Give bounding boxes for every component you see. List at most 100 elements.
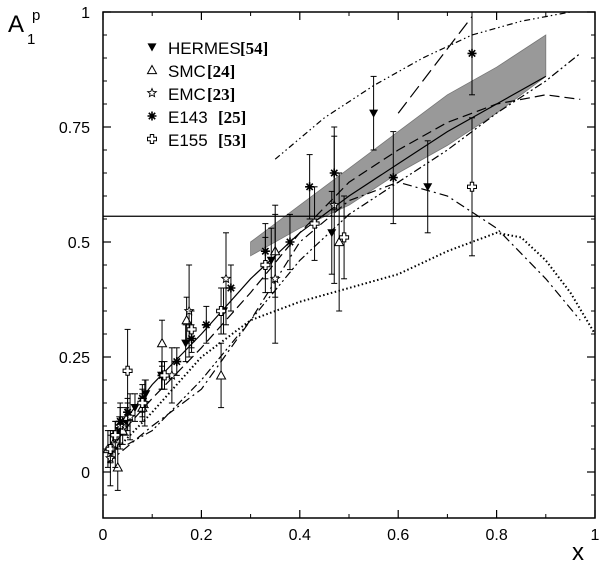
marker-e155 — [339, 232, 350, 243]
marker-e155 — [159, 370, 170, 381]
data-points — [102, 11, 477, 491]
x-tick-label: 1 — [591, 527, 600, 544]
marker-e143 — [201, 320, 211, 330]
data-point — [266, 227, 276, 294]
marker-e155 — [309, 218, 320, 229]
marker-e143 — [115, 416, 125, 426]
x-tick-label: 0.6 — [387, 527, 409, 544]
data-point — [226, 264, 236, 312]
marker-emc — [269, 273, 281, 284]
legend-label: E155 — [168, 131, 208, 150]
y-axis-title-sup: p — [32, 7, 40, 24]
legend: HERMES [54]SMC [24]EMC [23]E143 [25]E155 [53] — [146, 39, 268, 150]
y-tick-label: 0.25 — [59, 350, 90, 367]
model-curve-dash-dot-dot-sparse — [274, 11, 571, 160]
data-point — [156, 319, 168, 367]
marker-smc — [333, 236, 345, 247]
data-point — [159, 361, 170, 390]
marker-e155 — [186, 324, 197, 335]
legend-ref: [25] — [218, 108, 246, 127]
marker-e143 — [285, 237, 295, 247]
data-point — [216, 287, 227, 335]
legend-ref: [23] — [207, 85, 235, 104]
y-tick-label: 0.5 — [68, 235, 90, 252]
marker-hermes — [369, 109, 379, 118]
data-point — [137, 388, 148, 418]
x-tick-label: 0.4 — [289, 527, 311, 544]
model-curve-dash-dot-dot — [127, 52, 581, 445]
legend-label: E143 — [168, 108, 208, 127]
data-point — [339, 195, 350, 280]
axes: 0 0.2 0.4 0.6 0.8 1 0 0.25 0.5 0.75 1 — [59, 5, 600, 544]
marker-e155 — [137, 398, 148, 408]
marker-emc — [220, 273, 232, 284]
legend-item-hermes: HERMES [54] — [147, 39, 268, 58]
marker-e143 — [305, 182, 315, 192]
y-tick-label: 0 — [81, 465, 90, 482]
data-point — [269, 213, 281, 344]
y-axis-title: A 1 p — [8, 7, 40, 48]
data-point — [215, 342, 227, 409]
x-tick-label: 0 — [99, 527, 108, 544]
marker-e155 — [467, 181, 477, 192]
marker-e155 — [216, 306, 227, 316]
legend-item-emc: EMC [23] — [146, 85, 235, 104]
y-tick-label: 0.75 — [59, 120, 90, 137]
marker-e143 — [226, 283, 236, 293]
data-point — [172, 347, 182, 376]
legend-label: EMC — [168, 85, 206, 104]
data-point — [260, 236, 271, 294]
x-tick-label: 0.8 — [485, 527, 507, 544]
marker-e143 — [329, 168, 339, 178]
marker-e143 — [467, 48, 477, 58]
marker-smc — [146, 64, 158, 75]
y-tick-label: 1 — [81, 5, 90, 22]
uncertainty-band — [250, 34, 547, 257]
x-tick-label: 0.2 — [190, 527, 212, 544]
model-curve-long-dash — [397, 16, 473, 114]
series-e155 — [105, 117, 477, 464]
data-point — [124, 393, 136, 441]
marker-e143 — [172, 357, 182, 367]
data-point — [285, 213, 295, 271]
marker-hermes — [130, 404, 140, 413]
data-point — [388, 131, 398, 225]
marker-e155 — [147, 134, 157, 144]
marker-e155 — [110, 430, 121, 441]
marker-emc — [146, 87, 158, 98]
marker-smc — [156, 337, 168, 348]
marker-e143 — [388, 173, 398, 183]
data-point — [333, 172, 345, 312]
y-axis-title-sub: 1 — [27, 31, 35, 48]
legend-label: SMC — [168, 62, 206, 81]
marker-hermes — [141, 390, 151, 399]
legend-ref: [24] — [207, 62, 235, 81]
legend-item-e143: E143 [25] — [147, 108, 246, 127]
data-point — [122, 328, 133, 413]
marker-e155 — [122, 365, 133, 376]
data-point — [329, 135, 339, 211]
marker-hermes — [147, 43, 157, 52]
model-curve-dash-dot — [107, 181, 581, 464]
marker-smc — [215, 369, 227, 380]
legend-ref: [54] — [240, 39, 268, 58]
data-point — [423, 140, 433, 234]
marker-e155 — [105, 444, 116, 454]
legend-item-smc: SMC [24] — [146, 62, 235, 81]
legend-label: HERMES — [168, 39, 241, 58]
data-point — [110, 420, 121, 450]
marker-hermes — [423, 183, 433, 192]
marker-smc — [181, 314, 192, 325]
data-point — [186, 310, 197, 349]
data-point — [467, 117, 477, 257]
data-point — [201, 305, 211, 344]
legend-ref: [53] — [218, 131, 246, 150]
data-point — [305, 154, 315, 220]
marker-e155 — [260, 260, 271, 270]
model-curve-dotted — [107, 231, 596, 459]
data-point — [309, 186, 320, 261]
marker-hermes — [266, 256, 276, 265]
y-axis-title-main: A — [8, 11, 24, 38]
plot-area — [102, 11, 596, 519]
